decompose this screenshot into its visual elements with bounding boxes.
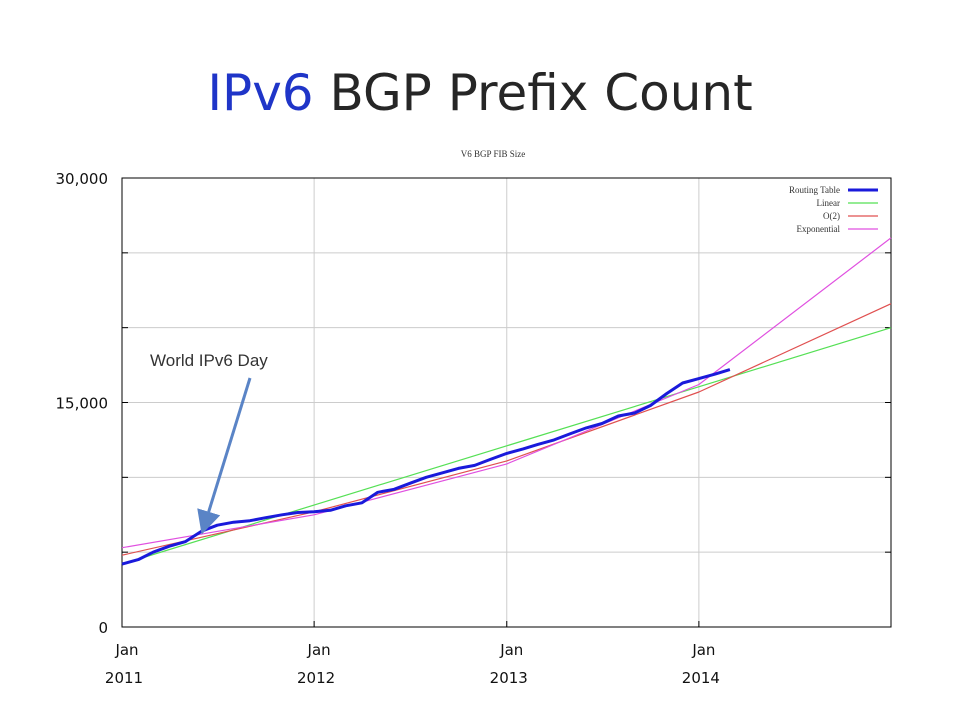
x-tick-month: Jan <box>114 641 138 659</box>
x-tick-year: 2012 <box>297 669 335 687</box>
axis-labels: 0 15,000 30,000 Jan 2011 Jan 2012 Jan 2013 Jan 201… <box>56 170 720 687</box>
plot-frame <box>121 177 892 628</box>
gridlines <box>121 177 892 628</box>
x-tick-month: Jan <box>691 641 715 659</box>
x-tick-year: 2014 <box>682 669 720 687</box>
x-tick-month: Jan <box>307 641 331 659</box>
annotation-arrow <box>197 377 252 535</box>
series-line-routing-table <box>121 368 731 566</box>
y-tick-label: 0 <box>98 619 108 637</box>
series-line-linear <box>121 327 892 565</box>
chart-title: V6 BGP FIB Size <box>461 149 525 159</box>
series-line-exponential <box>121 237 892 549</box>
annotation-label: World IPv6 Day <box>150 351 268 370</box>
legend-label: Routing Table <box>789 185 840 195</box>
y-tick-label: 30,000 <box>56 170 109 188</box>
y-tick-label: 15,000 <box>56 395 109 413</box>
slide-title-highlight: IPv6 <box>207 64 314 122</box>
legend-label: O(2) <box>823 211 840 221</box>
legend-label: Linear <box>817 198 840 208</box>
x-tick-year: 2013 <box>490 669 528 687</box>
legend-label: Exponential <box>797 224 841 234</box>
slide-title: IPv6 BGP Prefix Count <box>0 58 960 128</box>
x-tick-month: Jan <box>499 641 523 659</box>
legend: Routing Table Linear O(2) Exponential <box>789 185 878 234</box>
slide-title-rest: BGP Prefix Count <box>313 64 753 122</box>
series-layer <box>121 237 892 566</box>
annotation-layer: World IPv6 Day <box>150 351 268 535</box>
x-tick-year: 2011 <box>105 669 143 687</box>
